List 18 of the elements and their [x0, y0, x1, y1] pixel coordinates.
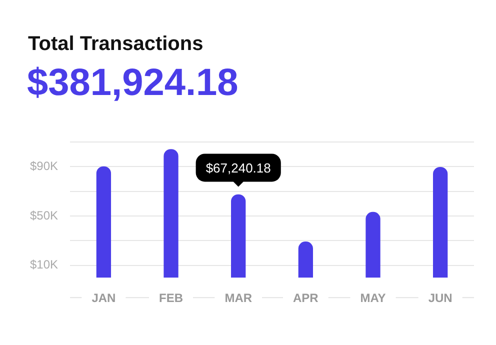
- x-tick-label: FEB: [159, 291, 184, 306]
- bar: [298, 242, 314, 278]
- x-tick-label: JAN: [92, 291, 116, 306]
- x-tick-label: JUN: [428, 291, 452, 306]
- x-tick-label: MAR: [224, 291, 252, 306]
- bar: [433, 166, 448, 278]
- y-tick-label: $90K: [30, 158, 58, 173]
- bar: [164, 149, 178, 278]
- bar: [366, 212, 380, 278]
- y-tick-label: $10K: [30, 258, 58, 272]
- chart-subtitle: $381,924.18: [27, 62, 238, 105]
- bar: [231, 194, 246, 278]
- x-tick-label: APR: [293, 291, 319, 306]
- x-tick-label: MAY: [360, 291, 386, 306]
- chart-title: Total Transactions: [28, 33, 204, 56]
- bar: [96, 166, 112, 278]
- y-tick-label: $50K: [30, 208, 58, 222]
- annotation: $67,240.18: [206, 160, 271, 176]
